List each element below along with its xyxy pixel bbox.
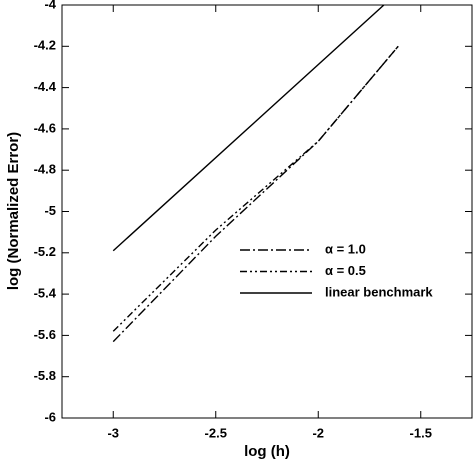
x-tick-label: -3 xyxy=(107,425,119,440)
y-tick-label: -5 xyxy=(44,203,56,218)
legend-label: α = 1.0 xyxy=(325,241,366,256)
y-tick-label: -4 xyxy=(44,0,56,11)
series-line xyxy=(112,45,399,332)
legend-label: linear benchmark xyxy=(325,284,433,299)
legend-label: α = 0.5 xyxy=(325,263,366,278)
x-tick-label: -2.5 xyxy=(205,425,227,440)
y-tick-label: -5.8 xyxy=(34,368,56,383)
plot-frame xyxy=(61,4,473,419)
y-tick-label: -4.6 xyxy=(34,120,56,135)
y-tick-label: -4.8 xyxy=(34,162,56,177)
y-tick-label: -4.4 xyxy=(34,79,57,94)
x-tick-label: -2 xyxy=(312,425,324,440)
y-tick-label: -5.4 xyxy=(34,286,57,301)
y-axis-label: log (Normalized Error) xyxy=(5,132,22,290)
y-tick-label: -5.6 xyxy=(34,327,56,342)
y-tick-label: -4.2 xyxy=(34,38,56,53)
x-tick-label: -1.5 xyxy=(410,425,432,440)
series-line xyxy=(112,4,385,252)
x-axis-label: log (h) xyxy=(244,443,290,460)
y-tick-label: -5.2 xyxy=(34,244,56,259)
y-tick-label: -6 xyxy=(44,409,56,424)
